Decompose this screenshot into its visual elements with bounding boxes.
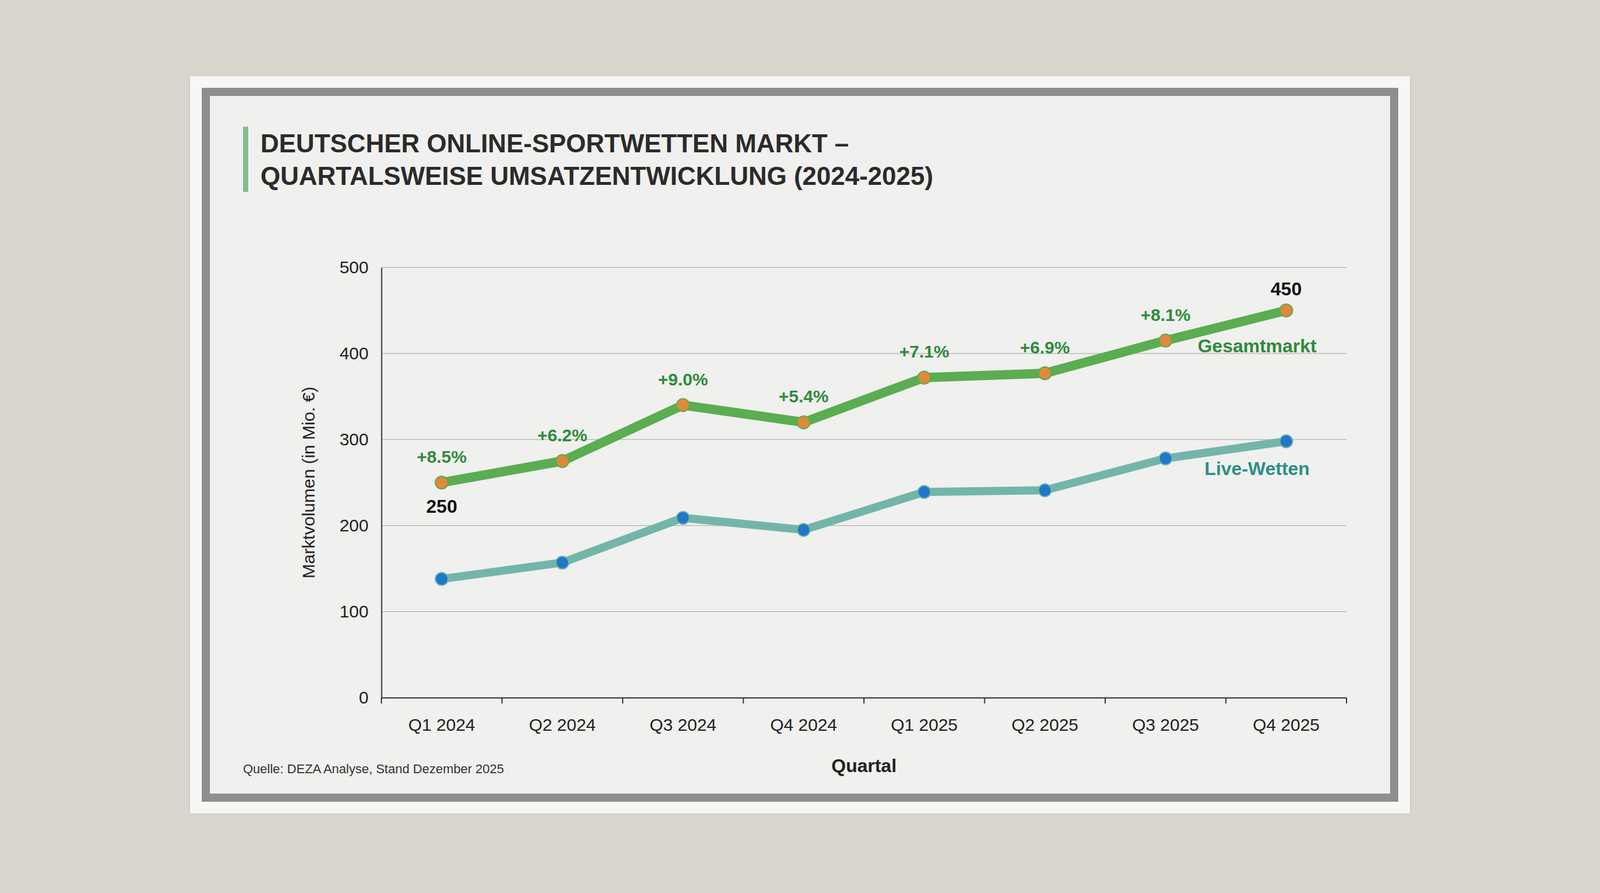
point (918, 485, 931, 499)
y-tick: 0 (358, 687, 382, 707)
y-tick-label: 300 (339, 429, 369, 449)
x-separators (381, 697, 1347, 704)
point (555, 454, 569, 468)
y-axis-title: Marktvolumen (in Mio. €) (298, 386, 319, 579)
data-label: 250 (426, 495, 457, 517)
y-tick-label: 500 (339, 257, 369, 277)
point (676, 398, 690, 412)
title-group: DEUTSCHER ONLINE-SPORTWETTEN MARKT – QUAR… (260, 129, 934, 191)
x-tick-label: Q3 2024 (649, 715, 717, 735)
grid (381, 267, 1347, 698)
point (1279, 434, 1293, 448)
chart-title: DEUTSCHER ONLINE-SPORTWETTEN MARKT – (260, 129, 849, 158)
annotation: +9.0% (658, 369, 709, 389)
source-note: Quelle: DEZA Analyse, Stand Dezember 202… (243, 761, 505, 777)
x-separator (1345, 697, 1348, 704)
series-label: Gesamtmarkt (1197, 335, 1317, 357)
annotation: +8.1% (1140, 305, 1191, 325)
x-tick: Q1 2024 (408, 697, 475, 735)
x-separator (1104, 697, 1106, 704)
y-tick: 100 (339, 601, 382, 621)
x-tick-label: Q1 2025 (890, 715, 958, 735)
point (1279, 304, 1293, 317)
y-tick: 400 (339, 343, 382, 363)
x-tick: Q4 2025 (1252, 697, 1320, 735)
annotation: +7.1% (899, 341, 950, 362)
grid-line (381, 266, 1347, 269)
x-separator (622, 697, 624, 704)
y-axis-line (381, 268, 383, 699)
y-tick: 200 (339, 515, 382, 535)
point (676, 511, 690, 525)
series-label: Live-Wetten (1204, 458, 1310, 480)
point (1159, 452, 1173, 466)
title-bar (243, 126, 249, 192)
point (797, 415, 810, 429)
x-tick-label: Q2 2024 (529, 715, 596, 735)
x-separator (1225, 697, 1227, 704)
point (555, 556, 569, 570)
marks (435, 304, 1294, 586)
x-separator (501, 697, 503, 704)
point (435, 476, 449, 489)
x-tick: Q4 2024 (770, 697, 838, 735)
grid-line (381, 525, 1347, 527)
point (435, 572, 449, 586)
series-line (441, 310, 1287, 483)
point (1159, 334, 1173, 348)
annotation: +8.5% (416, 447, 467, 467)
annotation: +6.2% (537, 425, 588, 445)
y-tick-label: 200 (339, 515, 369, 535)
point (797, 523, 810, 537)
card (189, 75, 1411, 814)
y-tick: 500 (339, 257, 382, 277)
x-tick-label: Q4 2025 (1252, 715, 1320, 735)
annotation: +6.9% (1019, 337, 1070, 357)
x-tick-label: Q3 2025 (1131, 715, 1199, 735)
chart-root: DEUTSCHER ONLINE-SPORTWETTEN MARKT – QUAR… (0, 0, 1600, 893)
x-tick: Q2 2024 (529, 697, 596, 735)
y-tick: 300 (339, 429, 382, 449)
x-tick-label: Q2 2025 (1011, 715, 1079, 735)
labels: 250 450 Gesamtmarkt Live-Wetten +8.5% +6.2% +9… (416, 278, 1317, 517)
grid-line (381, 611, 1347, 613)
y-axis: 0 100 200 300 400 500 (339, 257, 382, 707)
data-label: 450 (1270, 278, 1302, 300)
x-tick: Q3 2025 (1131, 697, 1199, 735)
x-separator (380, 697, 382, 704)
x-axis: Q1 2024 Q2 2024 Q3 2024 Q4 2024 Q1 2025 Q2 20… (381, 697, 1348, 735)
x-tick-label: Q1 2024 (408, 715, 475, 735)
grid-line (381, 438, 1347, 441)
x-tick-label: Q4 2024 (770, 715, 838, 735)
y-tick-label: 400 (339, 343, 369, 363)
point (1038, 366, 1052, 380)
x-separator (863, 697, 865, 704)
chart-title: QUARTALSWEISE UMSATZENTWICKLUNG (2024-20… (260, 161, 934, 191)
y-tick-label: 0 (358, 687, 369, 707)
point (918, 370, 931, 384)
card-frame (205, 91, 1395, 798)
x-tick: Q3 2024 (649, 697, 717, 735)
point (1038, 483, 1052, 497)
x-tick: Q2 2025 (1011, 697, 1079, 735)
y-tick-label: 100 (339, 601, 369, 621)
x-axis-title: Quartal (831, 755, 897, 777)
series-line (441, 441, 1287, 580)
x-separator (984, 697, 986, 704)
x-separator (743, 697, 745, 704)
annotation: +5.4% (778, 386, 829, 406)
background (0, 0, 1600, 893)
x-tick: Q1 2025 (890, 697, 958, 735)
